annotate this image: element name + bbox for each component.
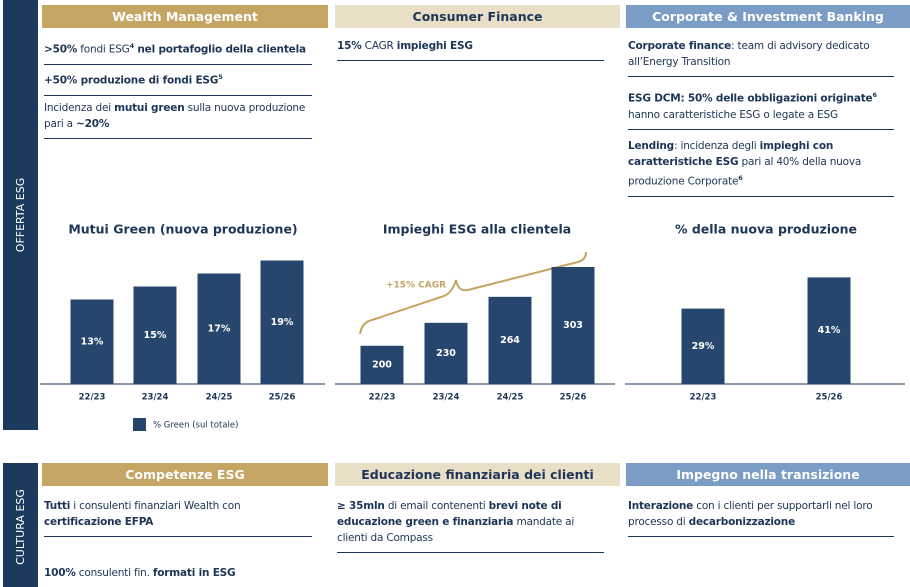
bullet: Interazione con i clienti per supportarl… <box>628 498 894 537</box>
value-label: 17% <box>208 323 231 334</box>
bar <box>551 267 595 384</box>
text-run: mutui green <box>114 102 185 114</box>
text-run: >50% <box>44 43 78 56</box>
value-label: 230 <box>436 348 456 359</box>
bar <box>488 296 532 384</box>
text-run: ESG DCM: 50% delle obbligazioni originat… <box>628 92 873 105</box>
x-tick-label: 25/26 <box>816 393 843 403</box>
text-run: hanno caratteristiche ESG o legate a ESG <box>628 108 838 121</box>
text-run: 5 <box>218 73 223 81</box>
legend-swatch <box>133 418 146 431</box>
column-header: Educazione finanziaria dei clienti <box>335 463 620 486</box>
bullet: 15% CAGR impieghi ESG <box>337 38 604 61</box>
bar <box>70 299 114 384</box>
side-bar <box>3 463 38 587</box>
text-run: Interazione <box>628 500 694 512</box>
text-run: formati in ESG <box>152 567 236 579</box>
chart-title: % della nuova produzione <box>675 222 857 237</box>
bullet: +50% produzione di fondi ESG5 <box>44 69 312 96</box>
x-tick-label: 22/23 <box>690 393 717 403</box>
text-run: 100% <box>44 567 76 579</box>
value-label: 15% <box>144 330 167 341</box>
bullet: Incidenza dei mutui green sulla nuova pr… <box>44 100 312 139</box>
bar <box>681 308 725 384</box>
value-label: 41% <box>818 325 841 336</box>
side-label: CULTURA ESG <box>14 489 27 565</box>
text-run: impieghi con caratteristiche ESG <box>628 140 834 168</box>
x-tick-label: 22/23 <box>79 393 106 403</box>
bullet: Corporate finance: team di advisory dedi… <box>628 38 894 77</box>
value-label: 29% <box>692 341 715 352</box>
value-label: 264 <box>500 335 520 346</box>
text-run: 6 <box>872 91 877 99</box>
text-run: +50% produzione di fondi ESG <box>44 74 219 87</box>
x-tick-label: 23/24 <box>433 393 460 403</box>
text-run: 4 <box>129 42 135 50</box>
side-label: OFFERTA ESG <box>14 178 27 252</box>
text-run: decarbonizzazione <box>688 516 796 528</box>
legend-label: % Green (sul totale) <box>153 421 238 431</box>
text-run: con i clienti per supportarli nel loro p… <box>628 500 873 528</box>
text-run: ~20% <box>76 118 110 130</box>
text-run: di email contenenti <box>384 500 489 512</box>
x-tick-label: 24/25 <box>206 393 233 403</box>
value-label: 13% <box>81 336 104 347</box>
bar <box>360 345 404 384</box>
text-run: Lending <box>628 140 674 152</box>
text-run: ≥ 35mln <box>337 500 385 512</box>
bar <box>260 260 304 384</box>
x-tick-label: 23/24 <box>142 393 169 403</box>
text-run: brevi note di educazione green e finanzi… <box>337 500 562 528</box>
column-header: Corporate & Investment Banking <box>626 5 910 28</box>
bar <box>133 286 177 384</box>
column-header: Wealth Management <box>42 5 328 28</box>
bullet: Tutti i consulenti finanziari Wealth con… <box>44 498 312 537</box>
bullet: >50% fondi ESG4 nel portafoglio della cl… <box>44 38 312 65</box>
text-run: fondi ESG <box>77 43 130 56</box>
bullet: 100% consulenti fin. formati in ESG <box>44 565 312 587</box>
value-label: 19% <box>271 317 294 328</box>
text-run: 15% <box>337 40 362 52</box>
text-run: certificazione EFPA <box>44 516 154 528</box>
column-header: Consumer Finance <box>335 5 620 28</box>
bar <box>424 322 468 384</box>
text-run: mandate ai clienti da Compass <box>337 516 575 544</box>
bar <box>807 277 851 384</box>
side-bar <box>3 0 38 430</box>
bullet: Lending: incidenza degli impieghi con ca… <box>628 138 894 197</box>
text-run: 6 <box>738 174 743 182</box>
annotation: +15% CAGR <box>386 281 446 291</box>
text-run: i consulenti finanziari Wealth con <box>70 500 241 512</box>
text-run: pari al 40% della nuova produzione Corpo… <box>628 156 862 188</box>
column-header: Impegno nella transizione <box>626 463 910 486</box>
value-label: 200 <box>372 359 392 370</box>
x-tick-label: 22/23 <box>369 393 396 403</box>
x-tick-label: 25/26 <box>269 393 296 403</box>
text-run: Incidenza dei <box>44 102 115 114</box>
bar <box>197 273 241 384</box>
text-run: Tutti <box>44 500 71 512</box>
text-run: impieghi ESG <box>396 40 473 52</box>
chart-title: Mutui Green (nuova produzione) <box>68 222 297 237</box>
cagr-brace <box>359 251 587 335</box>
text-run: CAGR <box>361 40 397 52</box>
text-run: consulenti fin. <box>75 567 153 579</box>
value-label: 303 <box>563 320 583 331</box>
bullet: ESG DCM: 50% delle obbligazioni originat… <box>628 87 894 130</box>
x-tick-label: 24/25 <box>497 393 524 403</box>
text-run: nel portafoglio della clientela <box>133 43 306 56</box>
chart-title: Impieghi ESG alla clientela <box>383 222 571 237</box>
text-run: Corporate finance <box>628 40 732 52</box>
bullet: ≥ 35mln di email contenenti brevi note d… <box>337 498 604 553</box>
text-run: sulla nuova produzione pari a <box>44 102 306 130</box>
x-tick-label: 25/26 <box>560 393 587 403</box>
text-run: : incidenza degli <box>674 140 760 152</box>
column-header: Competenze ESG <box>42 463 328 486</box>
text-run: : team di advisory dedicato all’Energy T… <box>628 40 870 68</box>
